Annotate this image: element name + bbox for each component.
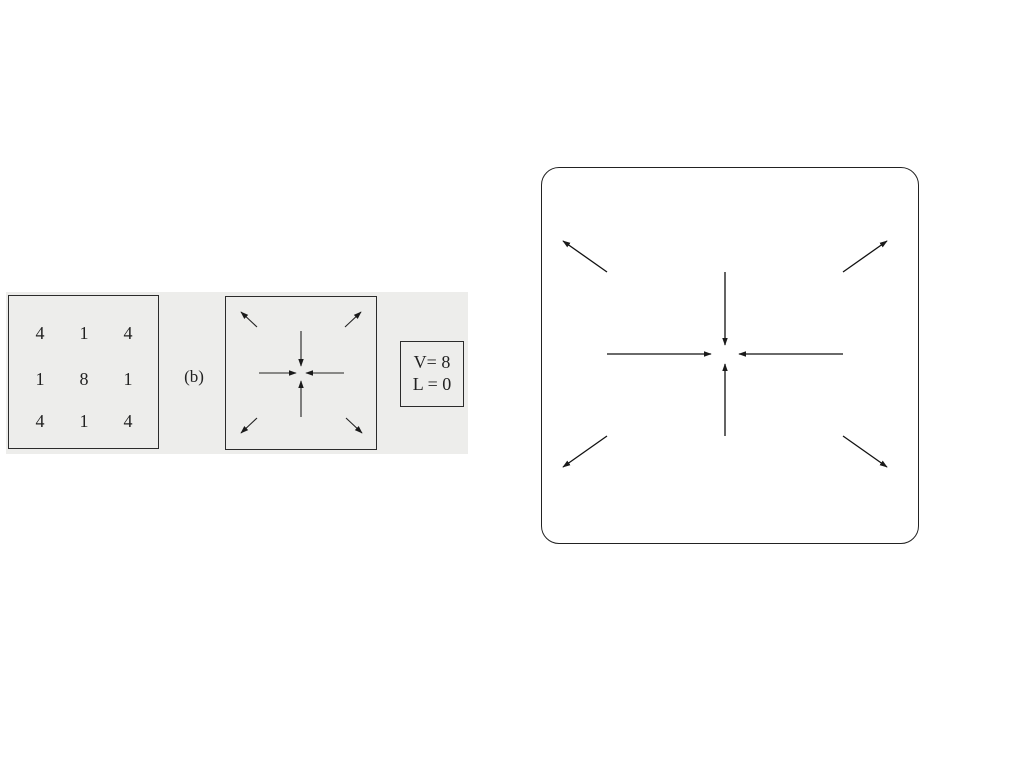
large-outward-arrow-top-left (562, 240, 608, 273)
small-outward-arrow-bottom-right (345, 417, 363, 434)
grid-cell-r1c1: 4 (35, 323, 45, 343)
grid-cell-r2c2: 8 (79, 369, 89, 389)
panel-label-b: (b) (184, 367, 204, 386)
grid-cell-r3c2: 1 (79, 411, 89, 431)
v-value-text: V= 8 (413, 352, 451, 372)
grid-cell-r1c2: 1 (79, 323, 89, 343)
scanned-figure-strip (6, 292, 468, 454)
large-arrow-panel (541, 167, 919, 544)
grid-cell-r2c3: 1 (123, 369, 133, 389)
large-outward-arrow-top-right (842, 240, 888, 273)
small-outward-arrow-top-left (240, 311, 258, 328)
value-box: V= 8 L = 0 (400, 341, 464, 407)
grid-cell-r3c1: 4 (35, 411, 45, 431)
grid-cell-r1c3: 4 (123, 323, 133, 343)
small-outward-arrow-top-right (344, 311, 362, 328)
large-outward-arrow-bottom-left (562, 435, 608, 468)
small-outward-arrow-bottom-left (240, 417, 258, 434)
large-outward-arrow-bottom-right (842, 435, 888, 468)
grid-cell-r3c3: 4 (123, 411, 133, 431)
number-grid: 4 1 4 1 8 1 4 1 4 (8, 295, 159, 449)
l-value-text: L = 0 (412, 374, 452, 394)
small-arrow-panel (225, 296, 377, 450)
grid-cell-r2c1: 1 (35, 369, 45, 389)
